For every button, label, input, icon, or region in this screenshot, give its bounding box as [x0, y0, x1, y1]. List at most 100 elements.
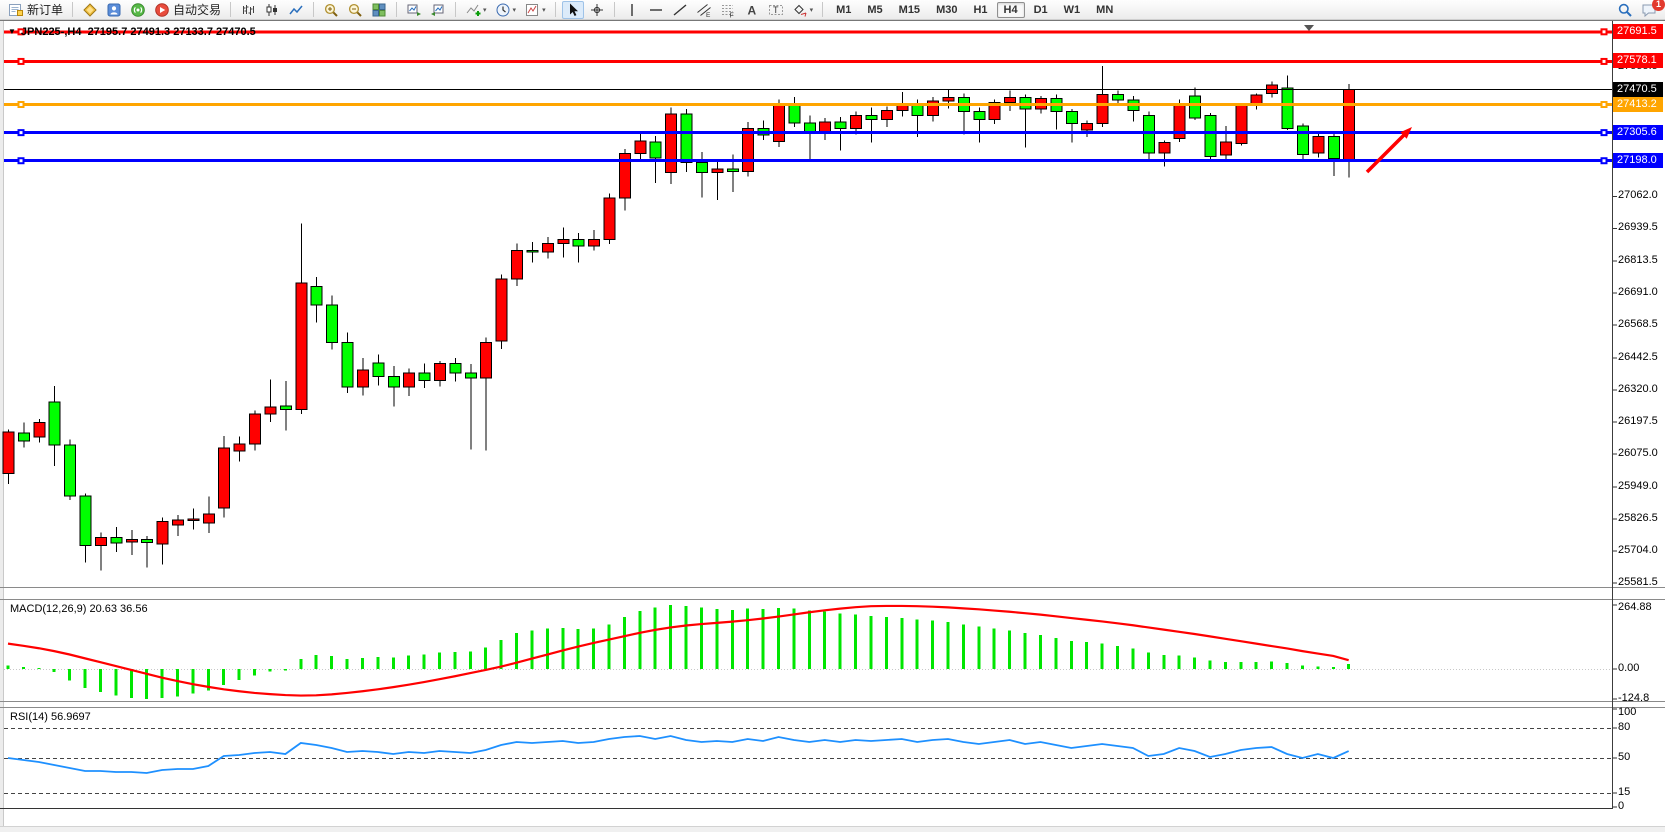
panel-separator[interactable]: [0, 701, 1665, 702]
chart-candles-button[interactable]: [261, 1, 283, 19]
chart-line-button[interactable]: [285, 1, 307, 19]
timeframe-m5-button[interactable]: M5: [867, 3, 883, 16]
search-button[interactable]: [1614, 1, 1636, 19]
timeframe-mn-button[interactable]: MN: [1096, 3, 1114, 16]
trendline-icon: [672, 2, 688, 18]
timeframe-d1-button[interactable]: D1: [1033, 3, 1048, 16]
candle: [865, 115, 878, 120]
channel-button[interactable]: E: [693, 1, 715, 19]
gold-coins-button[interactable]: [79, 1, 101, 19]
indicators-button[interactable]: ▾: [462, 1, 490, 19]
macd-histogram-bar: [684, 605, 688, 669]
chart-shift-marker-icon[interactable]: [1304, 25, 1314, 31]
chart-bars-button[interactable]: [237, 1, 259, 19]
rsi-panel-canvas[interactable]: [0, 708, 1665, 808]
macd-histogram-bar: [6, 665, 10, 669]
timeframe-h4-button[interactable]: H4: [996, 1, 1025, 18]
macd-histogram-bar: [37, 668, 41, 670]
macd-histogram-bar: [869, 615, 873, 669]
hline-anchor: [1602, 103, 1606, 107]
panel-separator[interactable]: [0, 599, 1665, 600]
chart-line-icon: [288, 2, 304, 18]
templates-button[interactable]: ▾: [521, 1, 549, 19]
zoom-out-button[interactable]: [344, 1, 366, 19]
macd-histogram-bar: [884, 617, 888, 669]
panel-separator[interactable]: [0, 707, 1665, 708]
timeframe-m1-button[interactable]: M1: [836, 3, 852, 16]
text-button[interactable]: A: [741, 1, 763, 19]
candle: [618, 152, 631, 199]
rsi-line: [7, 735, 1350, 774]
timeframe-m15-button[interactable]: M15: [898, 3, 921, 16]
price-chart-canvas[interactable]: [0, 20, 1665, 588]
annotation-arrow[interactable]: [1365, 132, 1407, 174]
candle: [17, 432, 30, 442]
window-cascade-icon: [406, 2, 422, 18]
panel-separator[interactable]: [0, 587, 1665, 588]
dropdown-caret-icon[interactable]: ▾: [809, 6, 814, 14]
timeframe-h1-button[interactable]: H1: [973, 3, 988, 16]
price-tag-27470.5: 27470.5: [1613, 81, 1663, 97]
timeframe-m30-button[interactable]: M30: [936, 3, 958, 16]
periods-button[interactable]: ▾: [492, 1, 520, 19]
text-label-button[interactable]: T: [765, 1, 787, 19]
search-icon: [1617, 2, 1633, 18]
candle: [1081, 122, 1094, 131]
hline-anchor: [19, 103, 23, 107]
vline-button[interactable]: [621, 1, 643, 19]
candle: [341, 342, 354, 388]
hline-anchor: [19, 131, 23, 135]
dropdown-caret-icon[interactable]: ▾: [542, 6, 546, 14]
macd-panel-canvas[interactable]: [0, 600, 1665, 700]
price-tick-label: 26939.5: [1618, 221, 1658, 234]
candle: [927, 100, 940, 117]
candle: [172, 519, 185, 526]
price-tick-label: 26691.0: [1618, 286, 1658, 299]
candle: [726, 168, 739, 173]
crosshair-button[interactable]: [586, 1, 608, 19]
chat-button[interactable]: 1: [1638, 0, 1665, 19]
shapes-button[interactable]: ▾: [789, 1, 817, 19]
new-order-label: 新订单: [27, 3, 64, 17]
zoom-in-button[interactable]: [320, 1, 342, 19]
macd-histogram-bar: [253, 669, 257, 676]
timeframe-w1-button[interactable]: W1: [1063, 3, 1081, 16]
macd-histogram-bar: [1008, 630, 1012, 669]
new-order-button[interactable]: 新订单: [5, 1, 66, 19]
window-left-edge: [0, 21, 4, 826]
candle: [418, 372, 431, 382]
annotation-arrow-head[interactable]: [1400, 127, 1412, 139]
broadcast-button[interactable]: [127, 1, 149, 19]
symbol-dropdown-icon[interactable]: ▼: [8, 27, 16, 36]
macd-histogram-bar: [515, 632, 519, 669]
price-tick-label: 26568.5: [1618, 318, 1658, 331]
hline-button[interactable]: [645, 1, 667, 19]
cursor-icon: [565, 2, 581, 18]
profile-button[interactable]: [103, 1, 125, 19]
tile-windows-button[interactable]: [368, 1, 390, 19]
price-tick-label: 26075.0: [1618, 447, 1658, 460]
window-cascade-button[interactable]: [403, 1, 425, 19]
dropdown-caret-icon[interactable]: ▾: [512, 6, 517, 14]
trendline-button[interactable]: [669, 1, 691, 19]
macd-histogram-bar: [1069, 641, 1073, 669]
time-axis[interactable]: [0, 809, 1665, 826]
svg-text:T: T: [773, 5, 779, 15]
macd-histogram-bar: [1038, 635, 1042, 669]
toolbar-separator: [313, 2, 315, 17]
cursor-button[interactable]: [561, 0, 584, 19]
price-tick-label: 25826.5: [1618, 512, 1658, 524]
hline-anchor: [1602, 30, 1606, 34]
candle: [1281, 87, 1294, 129]
window-tile-button[interactable]: [427, 1, 449, 19]
gold-coins-icon: [82, 2, 98, 18]
autotrade-label: 自动交易: [173, 3, 222, 17]
toolbar-separator: [396, 2, 398, 17]
macd-histogram-bar: [746, 608, 750, 669]
autotrade-button[interactable]: 自动交易: [151, 1, 224, 19]
price-axis[interactable]: 27678.027555.527429.527307.027184.527062…: [1612, 0, 1665, 832]
dropdown-caret-icon[interactable]: ▾: [483, 6, 487, 14]
macd-histogram-bar: [407, 655, 411, 669]
fibonacci-button[interactable]: F: [717, 1, 739, 19]
